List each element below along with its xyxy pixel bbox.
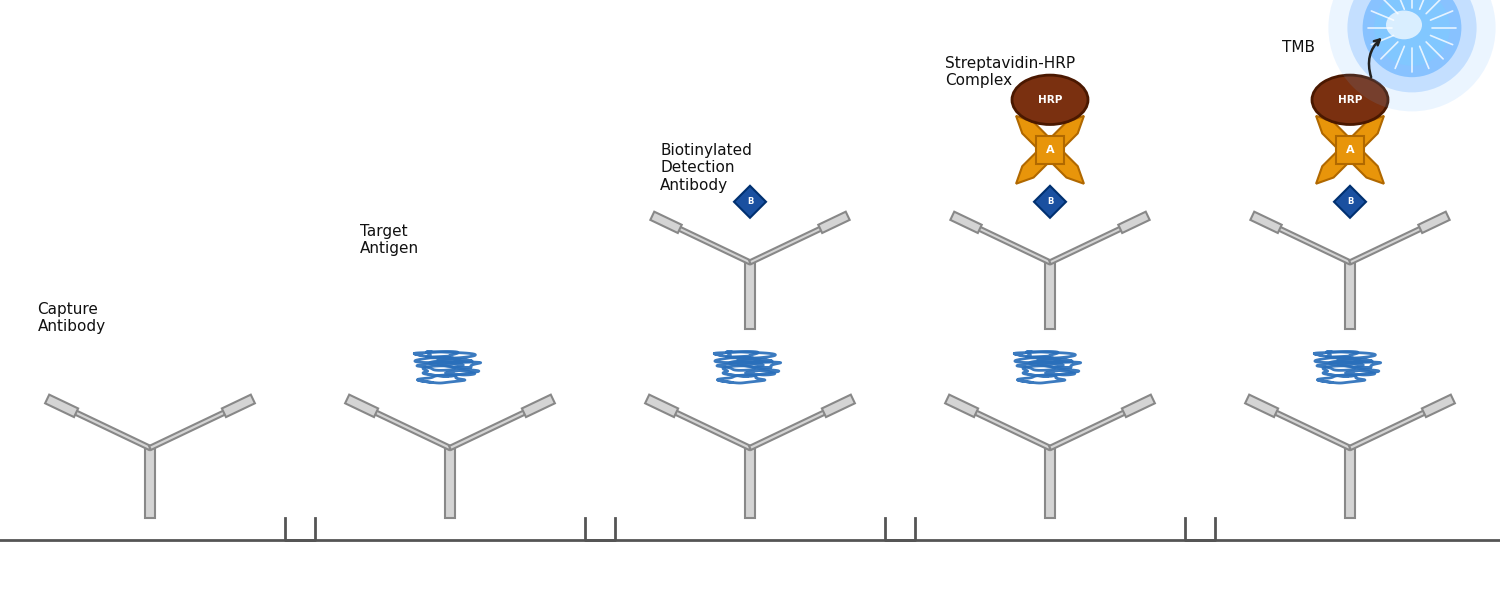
- Polygon shape: [960, 404, 1052, 450]
- Polygon shape: [1044, 144, 1084, 184]
- Ellipse shape: [1312, 75, 1388, 124]
- Polygon shape: [748, 220, 836, 264]
- Text: HRP: HRP: [1338, 95, 1362, 105]
- Polygon shape: [1016, 144, 1056, 184]
- Polygon shape: [951, 212, 981, 233]
- Polygon shape: [1316, 116, 1356, 155]
- Polygon shape: [1122, 395, 1155, 417]
- Text: B: B: [747, 197, 753, 206]
- Polygon shape: [1046, 448, 1054, 518]
- Text: Biotinylated
Detection
Antibody: Biotinylated Detection Antibody: [660, 143, 752, 193]
- Polygon shape: [748, 404, 840, 450]
- Polygon shape: [1344, 116, 1384, 155]
- Polygon shape: [660, 404, 752, 450]
- Polygon shape: [446, 448, 454, 518]
- Polygon shape: [964, 220, 1052, 264]
- Polygon shape: [1419, 212, 1449, 233]
- Polygon shape: [1336, 136, 1364, 164]
- Polygon shape: [822, 395, 855, 417]
- Polygon shape: [146, 448, 154, 518]
- Polygon shape: [1260, 404, 1352, 450]
- Polygon shape: [1316, 144, 1356, 184]
- Ellipse shape: [1374, 0, 1450, 66]
- Polygon shape: [734, 186, 766, 218]
- Polygon shape: [1034, 186, 1066, 218]
- Ellipse shape: [1013, 75, 1088, 124]
- Polygon shape: [1264, 220, 1352, 264]
- Polygon shape: [1048, 404, 1140, 450]
- Text: B: B: [1347, 197, 1353, 206]
- Text: Capture
Antibody: Capture Antibody: [38, 302, 105, 334]
- Polygon shape: [746, 262, 754, 329]
- Polygon shape: [664, 220, 752, 264]
- Polygon shape: [148, 404, 240, 450]
- Polygon shape: [1334, 186, 1366, 218]
- Polygon shape: [1251, 212, 1281, 233]
- Polygon shape: [1245, 395, 1278, 417]
- Ellipse shape: [1362, 0, 1461, 77]
- Text: B: B: [1047, 197, 1053, 206]
- Polygon shape: [1348, 404, 1440, 450]
- Polygon shape: [1119, 212, 1149, 233]
- Polygon shape: [1346, 448, 1354, 518]
- Polygon shape: [645, 395, 678, 417]
- Polygon shape: [222, 395, 255, 417]
- Text: Streptavidin-HRP
Complex: Streptavidin-HRP Complex: [945, 56, 1076, 88]
- Polygon shape: [60, 404, 152, 450]
- Polygon shape: [746, 448, 754, 518]
- Polygon shape: [1346, 262, 1354, 329]
- Polygon shape: [651, 212, 681, 233]
- Polygon shape: [1422, 395, 1455, 417]
- Ellipse shape: [1386, 11, 1422, 40]
- Polygon shape: [345, 395, 378, 417]
- Polygon shape: [448, 404, 540, 450]
- Polygon shape: [1036, 136, 1064, 164]
- Text: Target
Antigen: Target Antigen: [360, 224, 419, 256]
- Polygon shape: [522, 395, 555, 417]
- Text: A: A: [1046, 145, 1054, 155]
- Ellipse shape: [1347, 0, 1476, 92]
- Polygon shape: [1044, 116, 1084, 155]
- Polygon shape: [945, 395, 978, 417]
- Polygon shape: [45, 395, 78, 417]
- Polygon shape: [1344, 144, 1384, 184]
- Polygon shape: [1046, 262, 1054, 329]
- Ellipse shape: [1329, 0, 1496, 112]
- Polygon shape: [360, 404, 452, 450]
- Text: HRP: HRP: [1038, 95, 1062, 105]
- Polygon shape: [1348, 220, 1436, 264]
- Text: TMB: TMB: [1282, 40, 1316, 55]
- Polygon shape: [1048, 220, 1136, 264]
- Polygon shape: [1016, 116, 1056, 155]
- Text: A: A: [1346, 145, 1354, 155]
- Polygon shape: [819, 212, 849, 233]
